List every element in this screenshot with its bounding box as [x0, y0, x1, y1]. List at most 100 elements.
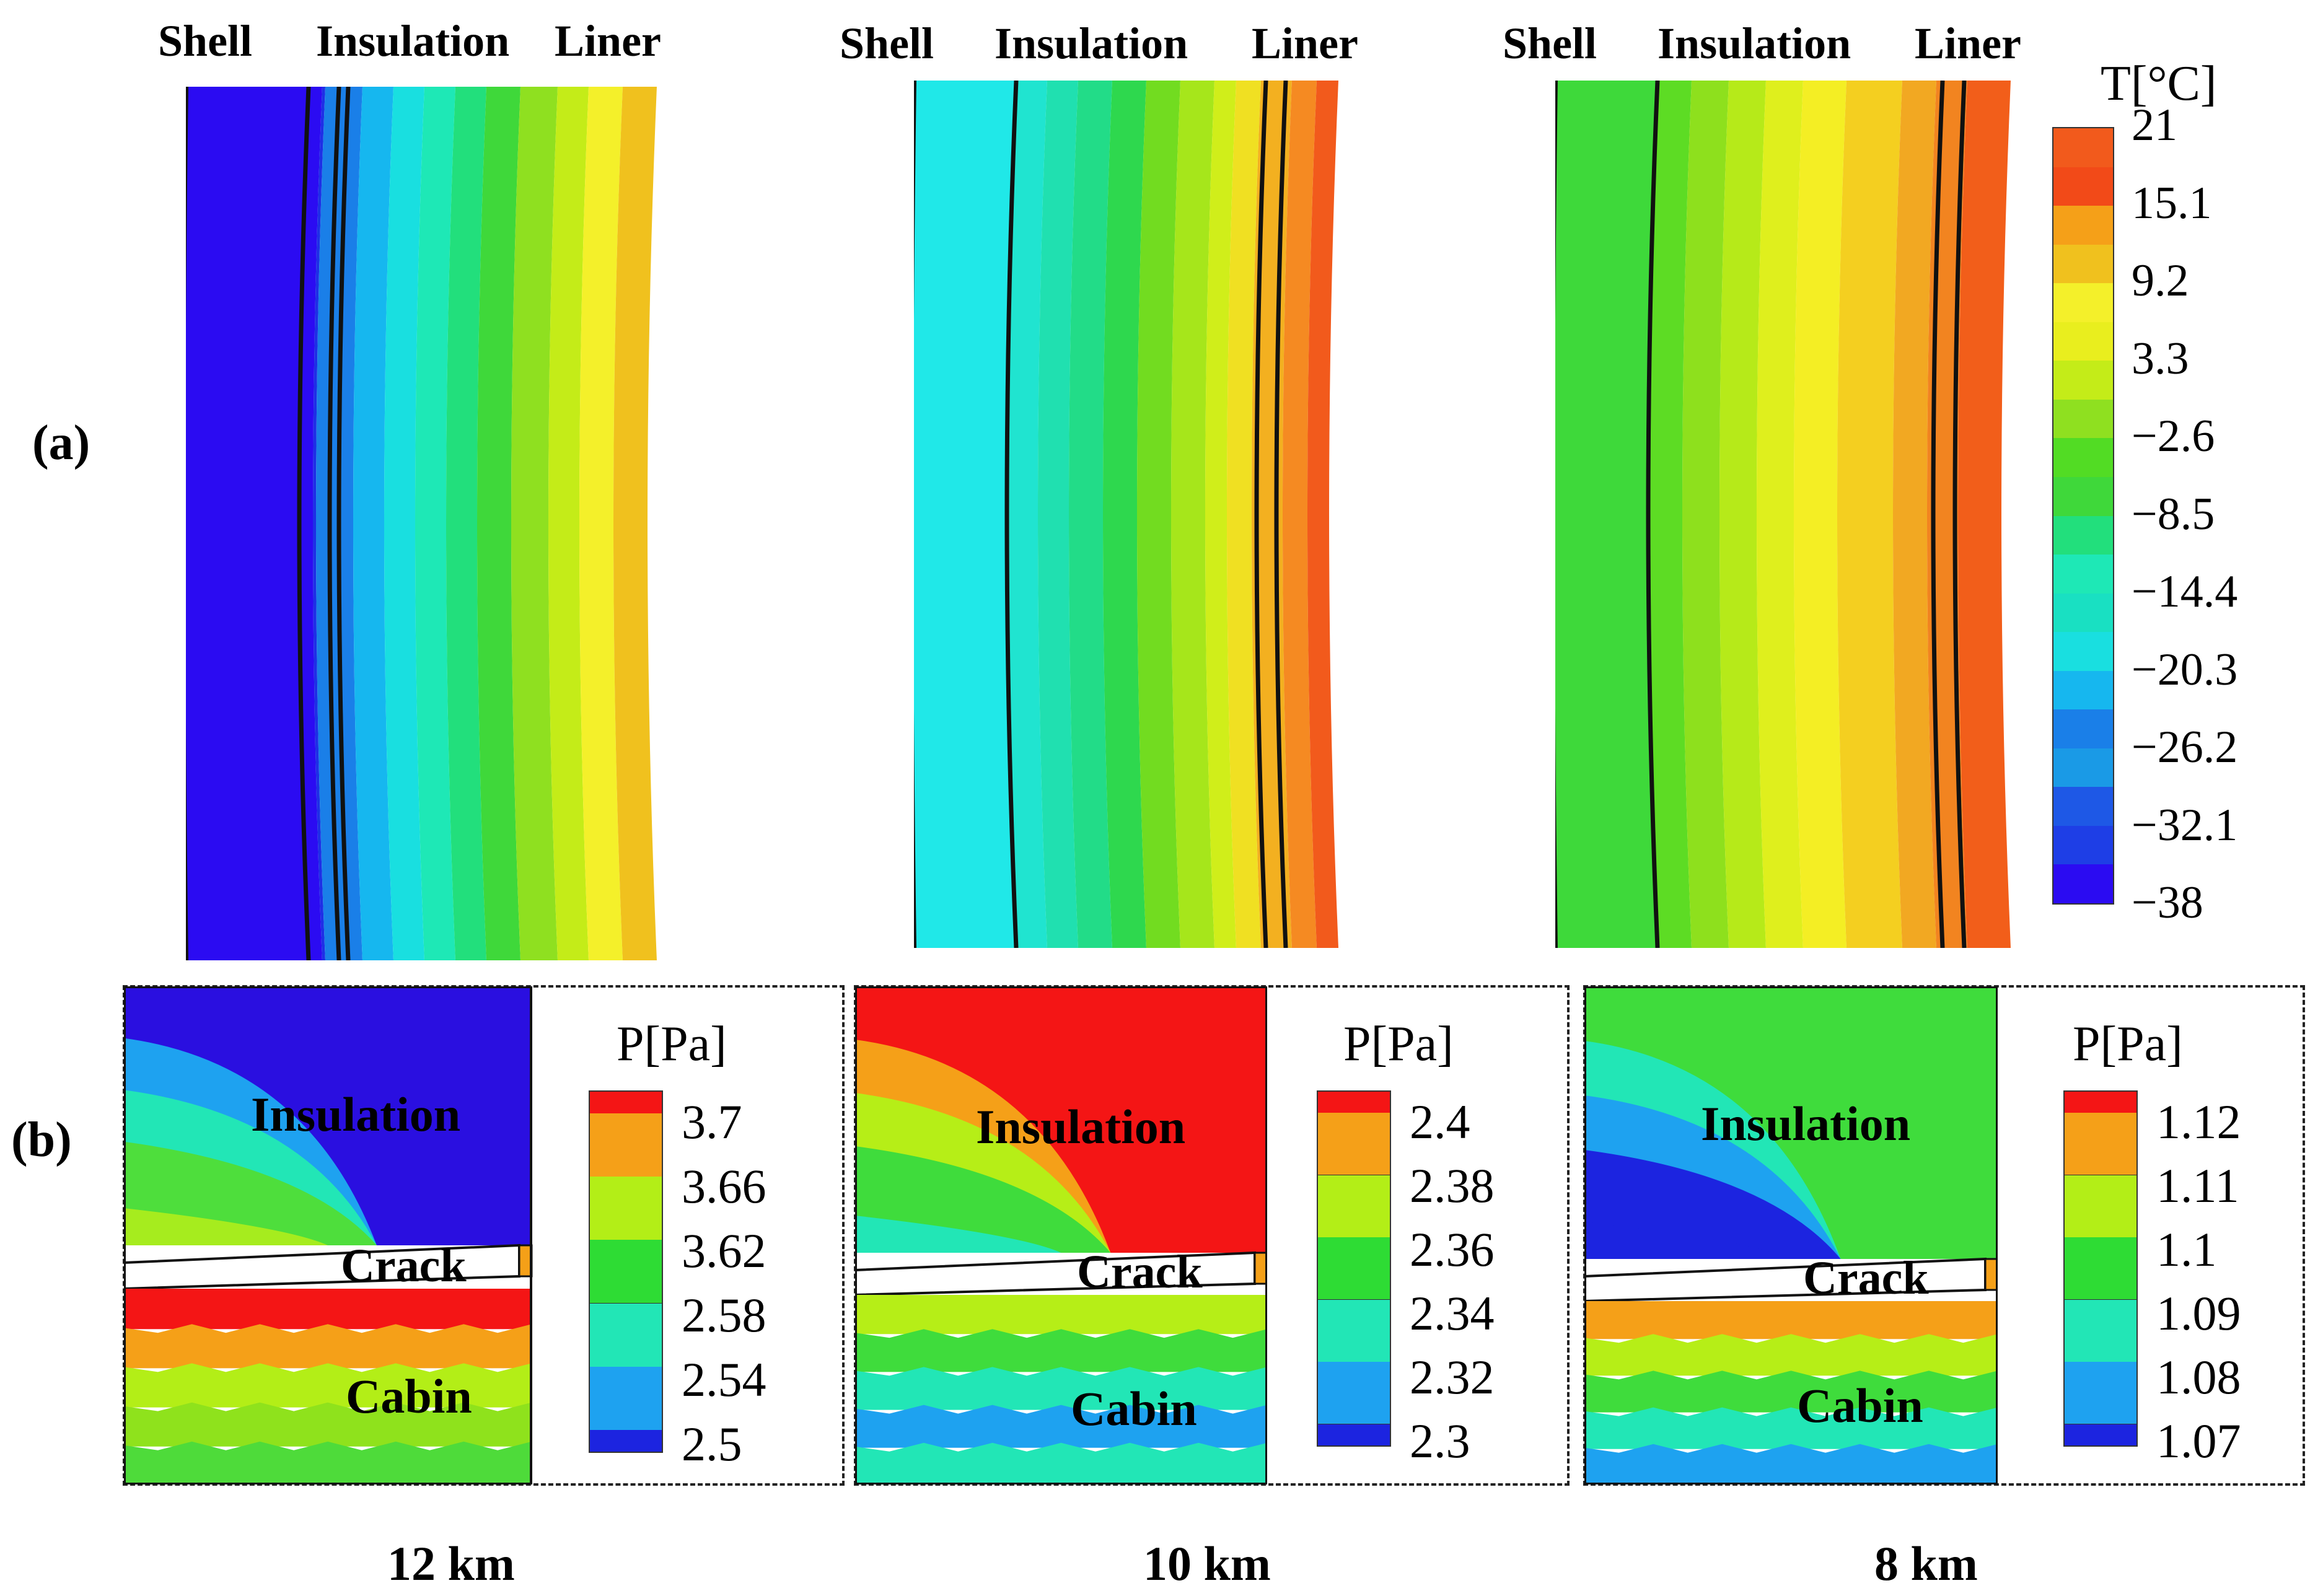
temperature-colorbar-swatch: [2053, 283, 2113, 324]
header-insulation-12km: Insulation: [316, 16, 510, 66]
temperature-colorbar-swatch: [2053, 593, 2113, 634]
pressure-tick-label: 2.4: [1410, 1095, 1470, 1149]
temperature-colorbar-swatch: [2053, 476, 2113, 517]
temperature-colorbar-swatch: [2053, 748, 2113, 789]
pressure-tick-label: 2.54: [682, 1353, 766, 1406]
header-insulation-8km: Insulation: [1658, 19, 1851, 68]
layer-boundary-line: [1004, 81, 1019, 948]
pressure-contour-12km: [124, 986, 533, 1484]
temperature-band: [579, 87, 623, 960]
temperature-band: [1682, 81, 1729, 948]
temperature-band: [1227, 81, 1261, 948]
temperature-colorbar-swatch: [2053, 244, 2113, 285]
pressure-tick-label: 2.34: [1410, 1286, 1495, 1340]
temperature-colorbar-swatch: [2053, 864, 2113, 903]
panel-label-b: (b): [11, 1113, 72, 1167]
region-insulation-8km: Insulation: [1701, 1097, 1911, 1151]
temperature-band: [1205, 81, 1236, 948]
temperature-band: [1719, 81, 1766, 948]
temperature-tick-label: −32.1: [2132, 799, 2238, 851]
cabin-pressure-band: [855, 1442, 1267, 1484]
temperature-tick-label: 21: [2132, 100, 2177, 151]
header-shell-12km: Shell: [158, 16, 253, 66]
temperature-tick-label: −26.2: [2132, 722, 2238, 773]
temperature-tick-label: −14.4: [2132, 566, 2238, 617]
temperature-band: [1555, 81, 1658, 948]
temperature-band: [1648, 81, 1692, 948]
cabin-pressure-band: [855, 1329, 1267, 1372]
cabin-pressure-band: [1584, 1370, 1998, 1413]
pressure-contour-8km: [1584, 986, 1998, 1484]
pressure-colorbar-swatch: [1318, 1362, 1390, 1426]
pressure-colorbar-swatch: [590, 1092, 662, 1115]
layer-boundary-line: [297, 87, 311, 960]
header-shell-8km: Shell: [1503, 19, 1597, 68]
temperature-tick-label: 9.2: [2132, 255, 2189, 306]
pressure-tick-label: 2.32: [1410, 1350, 1495, 1404]
pressure-colorbar-swatch: [590, 1113, 662, 1178]
pressure-colorbar-swatch: [2065, 1113, 2136, 1177]
pressure-tick-label: 2.36: [1410, 1222, 1495, 1276]
temperature-tick-label: −8.5: [2132, 488, 2215, 540]
pressure-tick-label: 1.08: [2156, 1350, 2241, 1404]
region-insulation-12km: Insulation: [251, 1087, 461, 1141]
pressure-colorbar-swatch: [1318, 1113, 1390, 1177]
temperature-colorbar-swatch: [2053, 709, 2113, 750]
header-liner-12km: Liner: [555, 16, 661, 66]
temperature-colorbar-swatch: [2053, 399, 2113, 440]
layer-boundary-line: [1952, 81, 1967, 948]
pressure-colorbar-swatch: [1318, 1175, 1390, 1239]
region-crack-12km: Crack: [341, 1240, 467, 1292]
cabin-pressure-band: [1584, 1444, 1998, 1484]
pressure-colorbar-swatch: [590, 1430, 662, 1452]
temperature-tick-label: 15.1: [2132, 177, 2212, 229]
region-cabin-8km: Cabin: [1797, 1379, 1923, 1432]
crack-tip: [1254, 1252, 1267, 1285]
pressure-panel-border: [855, 986, 1267, 1484]
temperature-colorbar: [2052, 127, 2114, 905]
temperature-tick-label: 3.3: [2132, 333, 2189, 384]
pressure-colorbar-swatch: [2065, 1424, 2136, 1445]
pressure-tick-label: 3.7: [682, 1095, 742, 1149]
pressure-panel-border: [124, 986, 532, 1484]
altitude-label-10km: 10 km: [1143, 1537, 1271, 1590]
temperature-colorbar-swatch: [2053, 670, 2113, 711]
temperature-colorbar-swatch: [2053, 787, 2113, 828]
temperature-colorbar-swatch: [2053, 438, 2113, 479]
temperature-colorbar-swatch: [2053, 515, 2113, 556]
pressure-legend-title-12km: P[Pa]: [617, 1017, 727, 1071]
crack-tip: [1984, 1258, 1998, 1291]
region-insulation-10km: Insulation: [976, 1100, 1186, 1154]
temperature-band: [1069, 81, 1112, 948]
region-crack-10km: Crack: [1077, 1246, 1203, 1298]
altitude-label-12km: 12 km: [387, 1537, 515, 1590]
temperature-colorbar-swatch: [2053, 322, 2113, 362]
temperature-band: [1252, 81, 1292, 948]
temperature-band: [1007, 81, 1047, 948]
layer-boundary-line: [1254, 81, 1268, 948]
temperature-band: [548, 87, 589, 960]
temperature-legend-title: T[°C]: [2101, 56, 2217, 111]
temperature-colorbar-swatch: [2053, 167, 2113, 208]
temperature-band: [384, 87, 424, 960]
pressure-colorbar-8km: [2063, 1090, 2138, 1447]
layer-boundary-line: [327, 87, 341, 960]
pressure-tick-label: 1.11: [2156, 1159, 2239, 1212]
header-liner-10km: Liner: [1252, 19, 1358, 68]
cabin-pressure-band: [1584, 1334, 1998, 1376]
temperature-band: [1893, 81, 1936, 948]
pressure-tick-label: 1.1: [2156, 1222, 2217, 1276]
temperature-colorbar-swatch: [2053, 206, 2113, 247]
cabin-pressure-band: [1584, 1301, 1998, 1340]
temperature-colorbar-swatch: [2053, 361, 2113, 401]
pressure-tick-label: 3.66: [682, 1159, 766, 1213]
insulation-pressure-band: [1584, 1222, 1791, 1259]
temperature-contour-10km: [914, 81, 1338, 948]
temperature-colorbar-swatch: [2053, 825, 2113, 866]
insulation-pressure-band: [855, 1146, 1267, 1253]
temperature-contour-12km: [186, 87, 657, 960]
temperature-band: [1307, 81, 1338, 948]
cabin-pressure-band: [855, 1295, 1267, 1335]
pressure-colorbar-swatch: [2065, 1237, 2136, 1301]
temperature-band: [477, 87, 520, 960]
